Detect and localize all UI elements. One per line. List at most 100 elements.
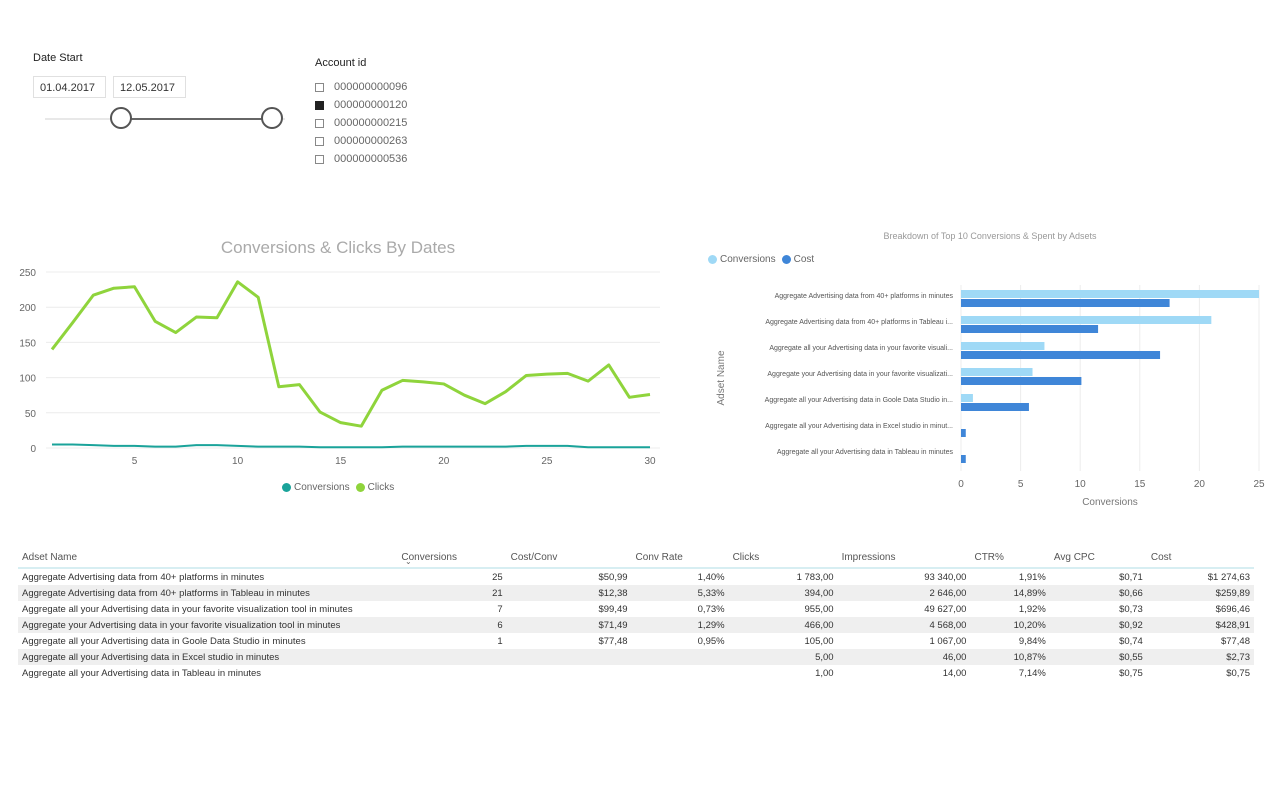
- column-header-ctr[interactable]: CTR%: [970, 547, 1050, 569]
- column-header-clicks[interactable]: Clicks: [728, 547, 838, 569]
- table-cell: 955,00: [804, 603, 834, 615]
- table-cell: $77,48: [598, 635, 628, 647]
- bar-cost[interactable]: [961, 429, 966, 437]
- bar-conversions[interactable]: [961, 316, 1212, 324]
- legend-item-clicks[interactable]: Clicks: [355, 482, 395, 493]
- table-cell: 1: [497, 635, 503, 647]
- category-label: Aggregate all your Advertising data in G…: [765, 397, 953, 404]
- table-row[interactable]: Aggregate all your Advertising data in E…: [18, 649, 1254, 665]
- account-option-label: 000000000215: [334, 117, 408, 129]
- column-header-cost-conv[interactable]: Cost/Conv: [506, 547, 632, 569]
- date-to-input[interactable]: 12.05.2017: [113, 76, 186, 98]
- x-tick-label: 20: [1194, 479, 1206, 490]
- sort-descending-icon[interactable]: ⌄: [405, 557, 412, 566]
- table-cell: 1,29%: [697, 619, 725, 631]
- account-option[interactable]: 000000000096: [315, 79, 407, 95]
- series-line-clicks[interactable]: [50, 280, 651, 428]
- table-cell: [507, 649, 632, 665]
- legend-label: Clicks: [367, 482, 395, 493]
- table-cell: 14,00: [942, 667, 967, 679]
- bar-cost[interactable]: [961, 325, 1099, 333]
- legend-label: Conversions: [720, 254, 776, 265]
- x-axis-label: Conversions: [1082, 497, 1138, 508]
- category-label: Aggregate your Advertising data in your …: [767, 371, 953, 378]
- column-header-conv-rate[interactable]: Conv Rate: [631, 547, 729, 569]
- x-tick-label: 30: [644, 456, 656, 467]
- account-slicer-title: Account id: [315, 57, 367, 69]
- account-option-label: 000000000096: [334, 81, 408, 93]
- legend-item-conversions[interactable]: Conversions: [708, 254, 776, 265]
- table-header-row: Adset Name Conversions Cost/Conv Conv Ra…: [18, 547, 1254, 569]
- table-cell: $0,73: [1119, 603, 1143, 615]
- table-row[interactable]: Aggregate all your Advertising data in y…: [18, 601, 1254, 617]
- x-tick-label: 15: [1134, 479, 1146, 490]
- conversions-clicks-line-chart: Conversions & Clicks By Dates 0 50 100 150 2…: [0, 230, 680, 510]
- bar-cost[interactable]: [961, 455, 966, 463]
- x-tick-label: 25: [541, 456, 553, 467]
- column-header-conversions[interactable]: Conversions: [397, 547, 507, 569]
- account-option[interactable]: 000000000120: [315, 97, 407, 113]
- checkbox-icon[interactable]: [315, 82, 324, 92]
- cell-adset-name: Aggregate all your Advertising data in y…: [22, 603, 353, 615]
- table-cell: 7,14%: [1018, 667, 1046, 679]
- x-tick-label: 10: [1075, 479, 1087, 490]
- bar-cost[interactable]: [961, 299, 1170, 307]
- bar-cost[interactable]: [961, 351, 1161, 359]
- table-row[interactable]: Aggregate all your Advertising data in T…: [18, 665, 1254, 681]
- account-option[interactable]: 000000000215: [315, 115, 407, 131]
- table-cell: $0,92: [1119, 619, 1143, 631]
- table-cell: 10,87%: [1013, 651, 1046, 663]
- table-cell: 7: [497, 603, 503, 615]
- legend-label: Conversions: [294, 482, 350, 493]
- bar-conversions[interactable]: [961, 368, 1033, 376]
- column-header-adset-name[interactable]: Adset Name: [18, 547, 398, 569]
- bar-conversions[interactable]: [961, 342, 1045, 350]
- legend-item-conversions[interactable]: Conversions: [282, 482, 350, 493]
- bar-conversions[interactable]: [961, 290, 1259, 298]
- date-slider-start-handle[interactable]: [110, 107, 132, 129]
- account-option-label: 000000000263: [334, 135, 408, 147]
- checkbox-icon[interactable]: [315, 136, 324, 146]
- bar-chart-plot: 0 5 10 15 20 25 Conversions Adset Name Aggregate…: [716, 285, 1265, 508]
- table-cell: [632, 649, 729, 665]
- table-cell: 394,00: [804, 587, 834, 599]
- checkbox-icon[interactable]: [315, 154, 324, 164]
- x-tick-label: 10: [232, 456, 244, 467]
- table-cell: 2 646,00: [929, 587, 967, 599]
- column-header-impressions[interactable]: Impressions: [837, 547, 971, 569]
- table-cell: [507, 665, 632, 681]
- account-option-label: 000000000120: [334, 99, 408, 111]
- table-cell: 6: [497, 619, 503, 631]
- table-cell: [397, 649, 506, 665]
- account-option[interactable]: 000000000536: [315, 151, 407, 167]
- table-cell: 25: [492, 571, 503, 583]
- checkbox-icon[interactable]: [315, 100, 324, 110]
- category-label: Aggregate all your Advertising data in E…: [765, 423, 953, 430]
- account-option[interactable]: 000000000263: [315, 133, 407, 149]
- table-cell: 46,00: [942, 651, 967, 663]
- y-axis-label: Adset Name: [716, 350, 727, 405]
- table-cell: 1,40%: [697, 571, 725, 583]
- series-line-conversions[interactable]: [52, 443, 650, 449]
- column-header-avg-cpc[interactable]: Avg CPC: [1049, 547, 1147, 569]
- table-row[interactable]: Aggregate all your Advertising data in G…: [18, 633, 1254, 649]
- table-cell: 5,00: [815, 651, 834, 663]
- bar-cost[interactable]: [961, 377, 1082, 385]
- cell-adset-name: Aggregate Advertising data from 40+ plat…: [22, 587, 310, 599]
- bar-conversions[interactable]: [961, 394, 973, 402]
- y-tick-label: 0: [30, 444, 36, 455]
- date-slicer-title: Date Start: [33, 52, 83, 64]
- bar-cost[interactable]: [961, 403, 1029, 411]
- checkbox-icon[interactable]: [315, 118, 324, 128]
- date-slider-end-handle[interactable]: [261, 107, 283, 129]
- date-from-input[interactable]: 01.04.2017: [33, 76, 106, 98]
- cell-adset-name: Aggregate all your Advertising data in G…: [22, 635, 306, 647]
- table-row[interactable]: Aggregate your Advertising data in your …: [18, 617, 1254, 633]
- category-label: Aggregate Advertising data from 40+ plat…: [775, 293, 954, 300]
- table-cell: $71,49: [598, 619, 628, 631]
- table-cell: $428,91: [1215, 619, 1250, 631]
- column-header-cost[interactable]: Cost: [1146, 547, 1254, 569]
- table-row[interactable]: Aggregate Advertising data from 40+ plat…: [18, 568, 1254, 585]
- legend-item-cost[interactable]: Cost: [781, 254, 814, 265]
- table-row[interactable]: Aggregate Advertising data from 40+ plat…: [18, 585, 1254, 601]
